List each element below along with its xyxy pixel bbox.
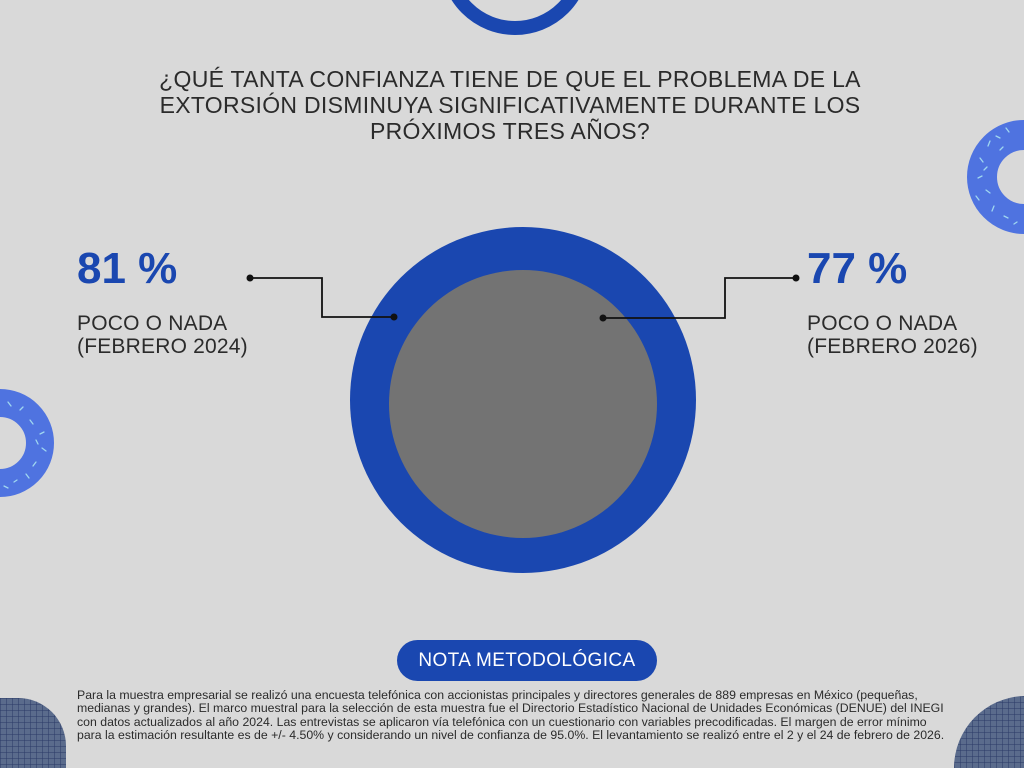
connector-line-right [603, 277, 796, 319]
label-2026-line2: (FEBRERO 2026) [807, 335, 978, 358]
label-2026-line1: POCO O NADA [807, 312, 958, 335]
methodology-note-text: Para la muestra empresarial se realizó u… [77, 688, 945, 742]
connector-line-left [250, 277, 394, 318]
percentage-2024: 81 % [77, 244, 178, 293]
inner-circle-2026 [389, 270, 657, 538]
connector-dot-right-outer [792, 274, 800, 282]
nota-metodologica-button[interactable]: NOTA METODOLÓGICA [397, 640, 657, 681]
connector-dot-left-outer [246, 274, 254, 282]
connector-dot-right-inner [599, 314, 607, 322]
stat-2026: 77 % POCO O NADA (FEBRERO 2026) [807, 244, 978, 358]
top-ring-decoration [451, 0, 579, 35]
percentage-2026: 77 % [807, 244, 908, 293]
stat-2024: 81 % POCO O NADA (FEBRERO 2024) [77, 244, 248, 358]
label-2024-line2: (FEBRERO 2024) [77, 335, 248, 358]
label-2024-line1: POCO O NADA [77, 312, 228, 335]
connector-dot-left-inner [390, 313, 398, 321]
survey-question-title: ¿QUÉ TANTA CONFIANZA TIENE DE QUE EL PRO… [159, 66, 861, 144]
bottom-right-grid-decoration [954, 696, 1024, 768]
bottom-left-grid-decoration [0, 698, 66, 768]
right-pattern-ring-decoration [967, 120, 1024, 234]
left-pattern-ring-decoration [0, 389, 54, 497]
